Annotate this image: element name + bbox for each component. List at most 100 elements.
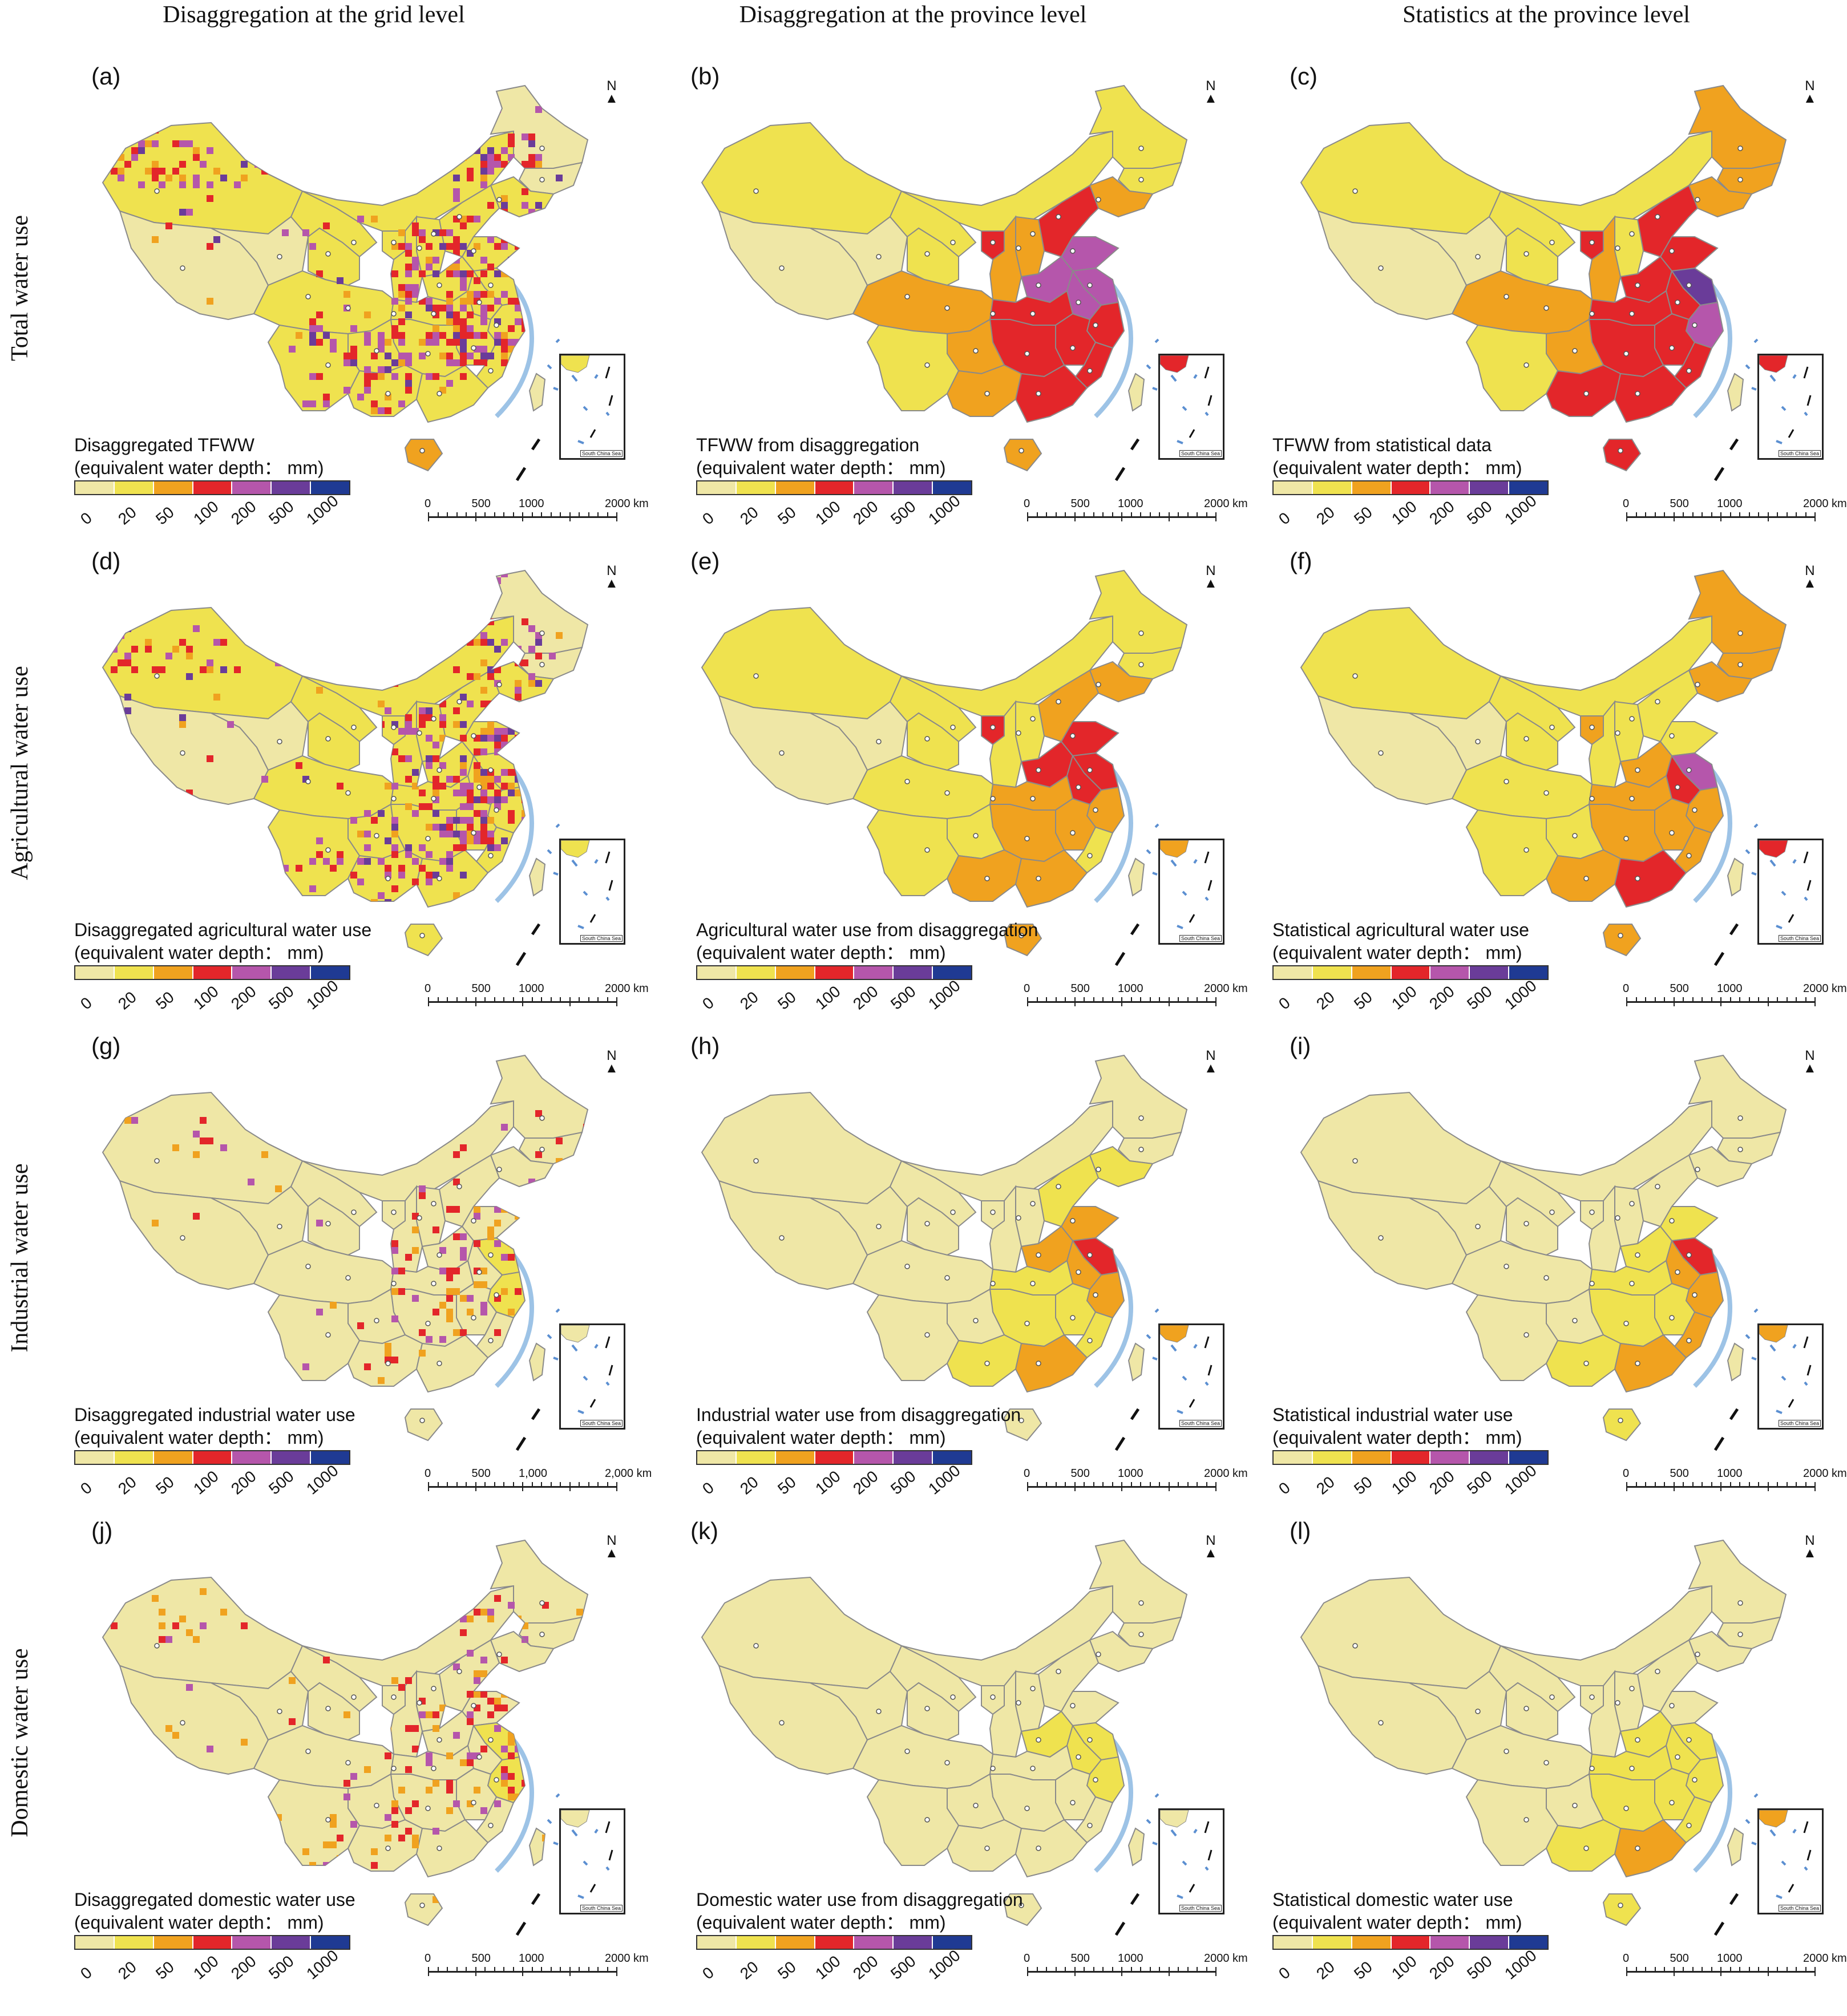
capital-marker bbox=[1635, 282, 1640, 288]
legend-swatch bbox=[815, 481, 855, 494]
boundary-dash bbox=[515, 1893, 541, 1936]
province-ln bbox=[1089, 1630, 1154, 1673]
capital-marker bbox=[374, 1318, 379, 1323]
map-panel: (h) N ▲ South China Sea Industrial water use… bbox=[639, 1015, 1248, 1498]
capital-marker bbox=[385, 391, 391, 396]
scale-tick bbox=[1654, 1482, 1656, 1488]
capital-marker bbox=[539, 1600, 545, 1606]
scale-tick bbox=[1786, 512, 1788, 518]
capital-marker bbox=[1543, 1760, 1549, 1766]
province-sd bbox=[1659, 721, 1719, 757]
scale-tick bbox=[1814, 1482, 1816, 1491]
province-hain bbox=[404, 439, 443, 472]
legend-unit-text: (equivalent water depth： mm) bbox=[696, 458, 946, 478]
scale-tick bbox=[1074, 1482, 1076, 1491]
capital-marker bbox=[1096, 682, 1101, 687]
province-gx bbox=[946, 364, 1022, 417]
scale-tick bbox=[1626, 997, 1627, 1006]
legend-swatch bbox=[1274, 1936, 1313, 1949]
north-label: N bbox=[1805, 1533, 1815, 1548]
scale-tick bbox=[1027, 997, 1028, 1006]
province-sd bbox=[1659, 1691, 1719, 1727]
legend-swatch bbox=[815, 966, 855, 979]
north-label: N bbox=[1805, 563, 1815, 578]
capital-marker bbox=[305, 1264, 311, 1269]
legend-swatch bbox=[311, 1451, 350, 1464]
scale-tick bbox=[1673, 1967, 1675, 1976]
scale-label: 2,000 km bbox=[605, 1467, 652, 1480]
capital-marker bbox=[1523, 847, 1529, 853]
capital-marker bbox=[1076, 1754, 1081, 1760]
legend-title-text: Industrial water use from disaggregation bbox=[696, 1404, 1021, 1425]
capital-marker bbox=[345, 305, 351, 311]
scale-tick bbox=[428, 997, 429, 1006]
legend-swatch bbox=[153, 1451, 193, 1464]
scale-tick bbox=[1664, 997, 1665, 1003]
legend-color-bar bbox=[1272, 1935, 1549, 1950]
capital-marker bbox=[1583, 1845, 1589, 1851]
legend-title-text: Disaggregated domestic water use bbox=[74, 1889, 355, 1910]
province-ic bbox=[1506, 1197, 1558, 1256]
capital-marker bbox=[1087, 282, 1093, 288]
legend-swatch bbox=[1391, 1451, 1431, 1464]
islands bbox=[1146, 823, 1159, 876]
capital-marker bbox=[973, 833, 979, 839]
legend-swatch bbox=[854, 966, 894, 979]
legend-swatch bbox=[736, 966, 776, 979]
province-heb bbox=[1636, 1639, 1699, 1713]
capital-marker bbox=[984, 391, 990, 396]
capital-marker bbox=[1737, 1115, 1743, 1121]
capital-marker bbox=[1523, 362, 1529, 368]
province-gx bbox=[1545, 364, 1622, 417]
capital-marker bbox=[325, 1332, 331, 1338]
scale-tick bbox=[616, 512, 617, 521]
scale-tick bbox=[1720, 1482, 1721, 1491]
scale-tick bbox=[1729, 997, 1731, 1003]
province-ln bbox=[1688, 1145, 1753, 1188]
map-panel: (a) N ▲ South China Sea Disaggregated TFWW (e… bbox=[40, 46, 649, 528]
capital-marker bbox=[456, 699, 462, 705]
north-arrow-icon: N ▲ bbox=[605, 1049, 619, 1075]
scale-tick bbox=[1046, 997, 1047, 1003]
legend-title: Disaggregated industrial water use (equiv… bbox=[74, 1403, 355, 1449]
scale-tick bbox=[1197, 1967, 1198, 1973]
column-header-province-disaggregation: Disaggregation at the province level bbox=[739, 2, 1087, 28]
north-arrow-icon: N ▲ bbox=[1803, 78, 1817, 106]
legend-swatch bbox=[1430, 481, 1470, 494]
province-ln bbox=[1688, 661, 1753, 703]
capital-marker bbox=[431, 796, 437, 801]
capital-marker bbox=[950, 1694, 956, 1700]
north-label: N bbox=[1805, 78, 1815, 94]
capital-marker bbox=[1138, 630, 1144, 636]
scale-tick bbox=[569, 1482, 571, 1491]
scale-tick bbox=[466, 512, 467, 518]
legend-title: Statistical industrial water use (equival… bbox=[1272, 1403, 1522, 1449]
capital-marker bbox=[1589, 1694, 1595, 1700]
boundary-dash bbox=[1114, 1893, 1140, 1936]
capital-marker bbox=[1618, 1902, 1623, 1908]
province-yn bbox=[1465, 1294, 1559, 1381]
scale-tick bbox=[1130, 1967, 1132, 1973]
capital-marker bbox=[1686, 1737, 1692, 1743]
panel-label: (e) bbox=[690, 548, 720, 574]
province-hain bbox=[1003, 1408, 1042, 1442]
capital-marker bbox=[1036, 282, 1041, 288]
capital-marker bbox=[345, 790, 351, 796]
province-ln bbox=[1089, 661, 1154, 703]
scale-tick bbox=[1102, 997, 1104, 1003]
scale-tick bbox=[531, 1967, 533, 1973]
inset-caption: South China Sea bbox=[1778, 1420, 1821, 1427]
coastline bbox=[1693, 1253, 1732, 1388]
legend-swatch bbox=[1312, 1936, 1352, 1949]
scale-tick bbox=[1805, 512, 1806, 518]
scale-tick bbox=[1065, 1967, 1066, 1973]
capital-marker bbox=[990, 1209, 996, 1215]
capital-marker bbox=[944, 1275, 950, 1281]
legend-swatch bbox=[75, 1451, 115, 1464]
china-map bbox=[102, 84, 589, 481]
capital-marker bbox=[1695, 1167, 1700, 1172]
scale-tick bbox=[1626, 512, 1627, 521]
province-sd bbox=[1659, 236, 1719, 272]
scale-tick bbox=[1130, 997, 1132, 1003]
boundary-dash bbox=[1713, 923, 1739, 966]
